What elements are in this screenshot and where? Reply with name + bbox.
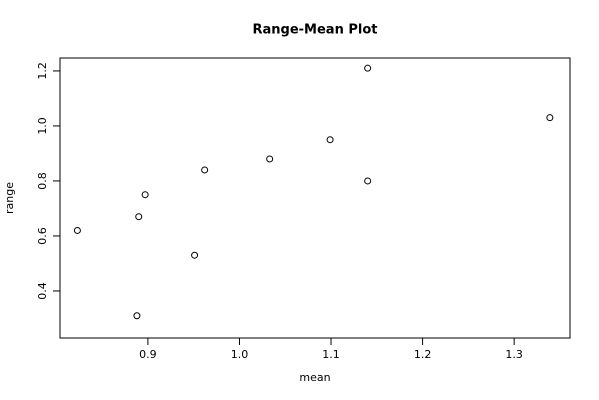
- y-axis-label: range: [3, 182, 16, 214]
- y-tick-label: 0.4: [36, 282, 49, 300]
- point: [141, 191, 149, 199]
- point: [364, 177, 372, 185]
- x-tick-label: 1.0: [231, 348, 249, 361]
- point: [364, 64, 372, 72]
- chart-title: Range-Mean Plot: [253, 23, 378, 38]
- point: [266, 155, 274, 163]
- x-axis-label: mean: [299, 371, 330, 384]
- y-tick-label: 1.0: [36, 117, 49, 135]
- x-tick-label: 1.1: [322, 348, 340, 361]
- y-tick-label: 0.6: [36, 227, 49, 245]
- x-tick-label: 1.2: [414, 348, 432, 361]
- x-tick-label: 0.9: [139, 348, 157, 361]
- point: [326, 136, 334, 144]
- point: [73, 226, 81, 234]
- point: [546, 114, 554, 122]
- point: [135, 213, 143, 221]
- y-tick-label: 0.8: [36, 172, 49, 190]
- point: [201, 166, 209, 174]
- x-tick-label: 1.3: [505, 348, 523, 361]
- point: [191, 251, 199, 259]
- point: [133, 312, 141, 320]
- y-tick-label: 1.2: [36, 62, 49, 80]
